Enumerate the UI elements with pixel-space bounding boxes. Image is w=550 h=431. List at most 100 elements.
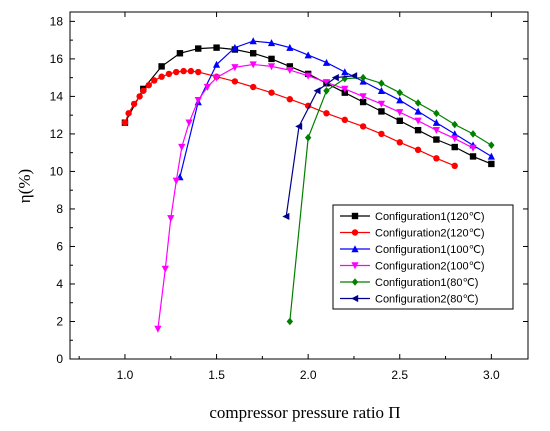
legend-marker	[351, 245, 359, 253]
data-point	[286, 96, 294, 103]
data-point	[250, 83, 257, 91]
legend-marker	[351, 262, 359, 270]
data-point	[167, 215, 175, 223]
data-point	[487, 152, 495, 160]
x-tick-label: 1.5	[208, 368, 225, 382]
legend-item: Configuration1(100℃)	[340, 244, 485, 256]
y-tick-label: 6	[56, 239, 63, 253]
data-point	[359, 73, 367, 82]
legend-box	[332, 204, 514, 310]
data-point	[341, 116, 348, 124]
data-point	[432, 126, 440, 134]
legend-label: Configuration1(120℃)	[375, 211, 485, 223]
data-point	[414, 126, 422, 134]
data-point	[286, 66, 294, 74]
data-point	[213, 44, 220, 51]
data-point	[267, 39, 276, 47]
legend-marker	[351, 229, 359, 236]
data-point	[469, 153, 477, 160]
data-point	[295, 122, 303, 131]
data-point	[154, 325, 162, 333]
data-point	[341, 68, 349, 76]
data-point	[414, 117, 422, 125]
data-point	[286, 63, 294, 70]
data-point	[212, 60, 221, 68]
data-point	[180, 67, 187, 75]
data-point	[158, 73, 165, 80]
data-point	[161, 265, 169, 273]
legend-marker	[351, 294, 359, 303]
y-tick-label: 18	[50, 14, 64, 28]
data-point	[378, 108, 385, 115]
legend-label: Configuration2(80℃)	[375, 294, 478, 306]
data-point	[286, 317, 294, 326]
data-point	[451, 162, 458, 170]
legend-item: Configuration1(120℃)	[340, 211, 485, 223]
data-point	[414, 107, 422, 115]
series-6	[282, 72, 358, 221]
y-tick-label: 4	[56, 277, 63, 291]
x-tick-label: 2.5	[391, 368, 408, 382]
data-point	[304, 51, 312, 59]
tick-layer: 1.0 1.5 2.0 2.5 3.0 0 2 4 6 8 10 12 14 16 18	[50, 12, 528, 382]
data-point	[231, 78, 239, 85]
series-line	[289, 76, 492, 322]
legend-label: Configuration1(100℃)	[375, 244, 485, 256]
data-point	[323, 110, 330, 117]
data-point	[268, 89, 275, 96]
data-point	[451, 135, 459, 143]
data-point	[140, 87, 147, 94]
data-point	[433, 155, 440, 162]
legend-item: Configuration2(120℃)	[340, 228, 485, 240]
data-point	[432, 118, 440, 126]
data-point	[304, 72, 312, 80]
data-point	[396, 117, 403, 124]
data-point	[396, 88, 403, 97]
data-point	[359, 123, 367, 130]
data-point	[488, 141, 495, 149]
data-point	[396, 139, 403, 146]
data-point	[145, 81, 152, 89]
data-point	[203, 83, 211, 91]
data-point	[185, 119, 193, 127]
series-2	[121, 67, 458, 170]
data-point	[304, 133, 312, 142]
legend-item: Configuration1(80℃)	[340, 277, 478, 289]
y-tick-label: 16	[50, 52, 64, 66]
data-point	[172, 177, 180, 185]
data-point	[195, 68, 202, 76]
data-point	[451, 143, 458, 151]
data-point	[433, 109, 440, 118]
data-point	[195, 45, 202, 52]
data-point	[125, 110, 132, 117]
data-point	[378, 130, 385, 138]
data-point	[176, 50, 184, 57]
data-point	[377, 100, 386, 108]
y-tick-label: 2	[56, 314, 63, 328]
y-tick-label: 8	[56, 202, 63, 216]
data-point	[359, 98, 367, 106]
data-point	[341, 85, 349, 93]
data-point	[158, 63, 165, 70]
data-point	[451, 130, 459, 138]
data-point	[249, 37, 257, 45]
x-tick-label: 1.0	[117, 368, 134, 382]
y-axis-title: η(%)	[15, 169, 34, 203]
data-point	[433, 136, 440, 143]
data-point	[130, 100, 138, 108]
series-4	[154, 61, 477, 333]
data-point	[414, 99, 422, 107]
data-point	[359, 93, 367, 101]
data-point	[231, 64, 239, 72]
plot-frame	[69, 11, 529, 360]
legend-label: Configuration2(100℃)	[375, 261, 485, 273]
x-tick-label: 3.0	[483, 368, 500, 382]
data-point	[469, 144, 477, 152]
data-point	[178, 143, 186, 151]
data-point	[268, 55, 275, 63]
data-point	[165, 70, 173, 78]
data-point	[194, 96, 202, 104]
data-point	[322, 79, 331, 87]
data-point	[396, 96, 404, 104]
